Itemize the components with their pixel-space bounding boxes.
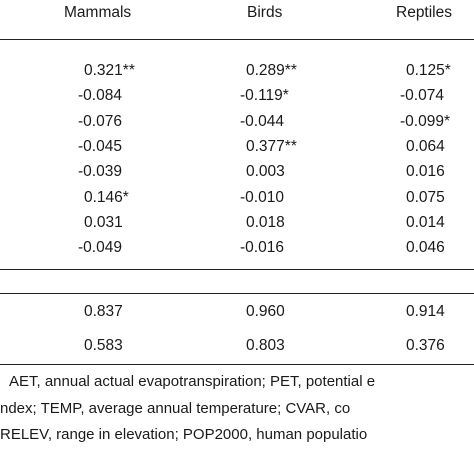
section-rule-bottom [0, 293, 474, 295]
table-cell: 0.075 [406, 188, 445, 206]
table-cell: -0.084 [78, 87, 122, 105]
table-cell: -0.119* [240, 87, 289, 105]
table-cell: -0.074 [400, 87, 444, 105]
table-cell: 0.014 [406, 213, 445, 231]
table-cell: 0.031 [84, 213, 123, 231]
summary-cell: 0.376 [406, 337, 445, 354]
table-cell: -0.045 [78, 137, 122, 155]
footer-rule [0, 364, 474, 366]
header-rule [0, 39, 474, 41]
footnote-line-1: AET, annual actual evapotranspiration; P… [9, 373, 376, 390]
table-cell: 0.289** [246, 62, 297, 79]
summary-cell: 0.914 [406, 303, 445, 320]
summary-cell: 0.837 [84, 303, 123, 320]
table-cell: 0.146* [84, 188, 129, 206]
footnote-line-3: RELEV, range in elevation; POP2000, huma… [0, 426, 368, 443]
table-cell: 0.125* [406, 62, 451, 79]
table-cell: -0.099* [400, 112, 450, 130]
table-cell: 0.018 [246, 213, 285, 231]
summary-cell: 0.960 [246, 303, 285, 320]
table-cell: 0.321** [84, 62, 135, 79]
summary-cell: 0.583 [84, 337, 123, 354]
table-cell: 0.377** [246, 137, 297, 155]
summary-cell: 0.803 [246, 337, 285, 354]
column-header-reptiles: Reptiles [396, 4, 452, 21]
column-header-mammals: Mammals [64, 4, 132, 21]
table-cell: -0.039 [78, 163, 122, 181]
table-cell: -0.049 [78, 239, 122, 257]
table-cell: 0.046 [406, 239, 445, 257]
column-header-birds: Birds [247, 4, 283, 21]
table-cell: -0.044 [240, 112, 284, 130]
table-cell: 0.003 [246, 163, 285, 181]
table-cell: -0.016 [240, 239, 284, 257]
table-cell: -0.010 [240, 188, 284, 206]
section-rule-top [0, 269, 474, 271]
table-cell: 0.064 [406, 137, 445, 155]
table-cell: 0.016 [406, 163, 445, 181]
footnote-line-2: ndex; TEMP, average annual temperature; … [0, 400, 351, 417]
table-cell: -0.076 [78, 112, 122, 130]
